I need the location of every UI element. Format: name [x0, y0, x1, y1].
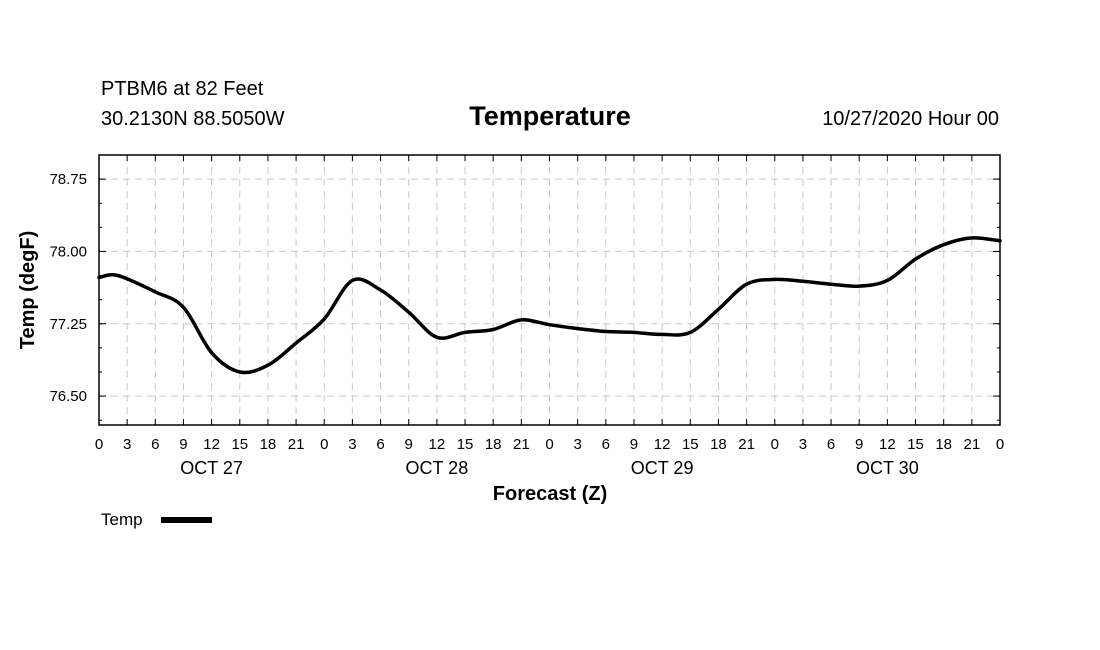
- day-label: OCT 30: [856, 458, 919, 478]
- x-tick-label: 9: [179, 436, 187, 453]
- x-tick-label: 6: [151, 436, 159, 453]
- legend: Temp: [101, 510, 212, 529]
- y-axis-ticks: 76.50 77.25 78.00 78.75: [49, 154, 1000, 421]
- y-tick-label: 78.00: [49, 243, 87, 260]
- y-tick-label: 76.50: [49, 388, 87, 405]
- series-line-temp: [97, 236, 1002, 375]
- x-tick-label: 9: [405, 436, 413, 453]
- x-tick-label: 21: [288, 436, 305, 453]
- x-tick-label: 12: [654, 436, 671, 453]
- day-label: OCT 28: [406, 458, 469, 478]
- grid-lines: [99, 155, 1000, 425]
- coordinates-label: 30.2130N 88.5050W: [101, 108, 285, 130]
- x-tick-label: 3: [123, 436, 131, 453]
- y-tick-label: 77.25: [49, 316, 87, 333]
- x-axis-ticks: 0 3 6 9 12 15 18 21 0 3 6 9 12 15 18 21 0 3 6 9 12 15 18 21 0 3 6 9…: [95, 155, 1004, 478]
- x-tick-label: 18: [485, 436, 502, 453]
- legend-label: Temp: [101, 510, 143, 529]
- x-tick-label: 9: [855, 436, 863, 453]
- x-tick-label: 0: [996, 436, 1004, 453]
- y-tick-label: 78.75: [49, 171, 87, 188]
- x-tick-label: 6: [827, 436, 835, 453]
- x-tick-label: 15: [907, 436, 924, 453]
- x-tick-label: 6: [602, 436, 610, 453]
- station-label: PTBM6 at 82 Feet: [101, 78, 264, 100]
- x-tick-label: 12: [879, 436, 896, 453]
- x-tick-label: 21: [738, 436, 755, 453]
- x-tick-label: 0: [771, 436, 779, 453]
- x-tick-label: 12: [203, 436, 220, 453]
- forecast-datetime: 10/27/2020 Hour 00: [822, 108, 999, 130]
- x-tick-label: 3: [573, 436, 581, 453]
- x-tick-label: 0: [320, 436, 328, 453]
- x-tick-label: 6: [376, 436, 384, 453]
- x-axis-label: Forecast (Z): [493, 483, 607, 505]
- x-tick-label: 0: [95, 436, 103, 453]
- x-tick-label: 21: [964, 436, 981, 453]
- x-tick-label: 18: [260, 436, 277, 453]
- day-label: OCT 27: [180, 458, 243, 478]
- x-tick-label: 15: [457, 436, 474, 453]
- y-axis-label: Temp (degF): [17, 231, 39, 350]
- x-tick-label: 15: [682, 436, 699, 453]
- x-tick-label: 18: [710, 436, 727, 453]
- day-label: OCT 29: [631, 458, 694, 478]
- x-tick-label: 3: [348, 436, 356, 453]
- series-layer: [97, 236, 1002, 375]
- x-tick-label: 0: [545, 436, 553, 453]
- x-tick-label: 15: [231, 436, 248, 453]
- plot-frame: [98, 154, 1001, 426]
- x-tick-label: 21: [513, 436, 530, 453]
- x-tick-label: 18: [935, 436, 952, 453]
- x-tick-label: 3: [799, 436, 807, 453]
- chart-title: Temperature: [469, 101, 631, 131]
- x-tick-label: 12: [429, 436, 446, 453]
- x-tick-label: 9: [630, 436, 638, 453]
